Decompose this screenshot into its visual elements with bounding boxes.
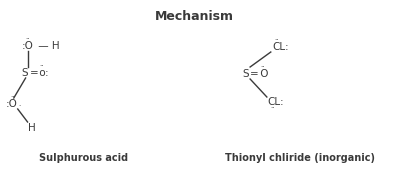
Text: CL: CL: [273, 42, 286, 52]
Text: — H: — H: [35, 41, 60, 51]
Text: ··: ··: [260, 64, 264, 70]
Text: H: H: [28, 123, 35, 133]
Text: ··: ··: [39, 63, 44, 69]
Text: ··: ··: [275, 37, 279, 43]
Text: CL: CL: [268, 97, 281, 107]
Text: ··: ··: [26, 36, 30, 42]
Text: :O: :O: [6, 99, 18, 109]
Text: =: =: [30, 68, 38, 78]
Text: =: =: [250, 69, 259, 79]
Text: S: S: [242, 69, 249, 79]
Text: :: :: [280, 97, 283, 107]
Text: O: O: [257, 69, 268, 79]
Text: :: :: [284, 42, 288, 52]
Text: ··: ··: [10, 94, 14, 100]
Text: :: :: [44, 68, 48, 78]
Text: Sulphurous acid: Sulphurous acid: [39, 153, 128, 163]
Text: Mechanism: Mechanism: [154, 10, 234, 23]
Text: o: o: [36, 68, 46, 78]
Text: Thionyl chliride (inorganic): Thionyl chliride (inorganic): [225, 153, 375, 163]
Text: S: S: [22, 68, 28, 78]
Text: ··: ··: [270, 105, 274, 111]
Text: :O: :O: [22, 41, 33, 51]
Text: .: .: [19, 101, 21, 107]
